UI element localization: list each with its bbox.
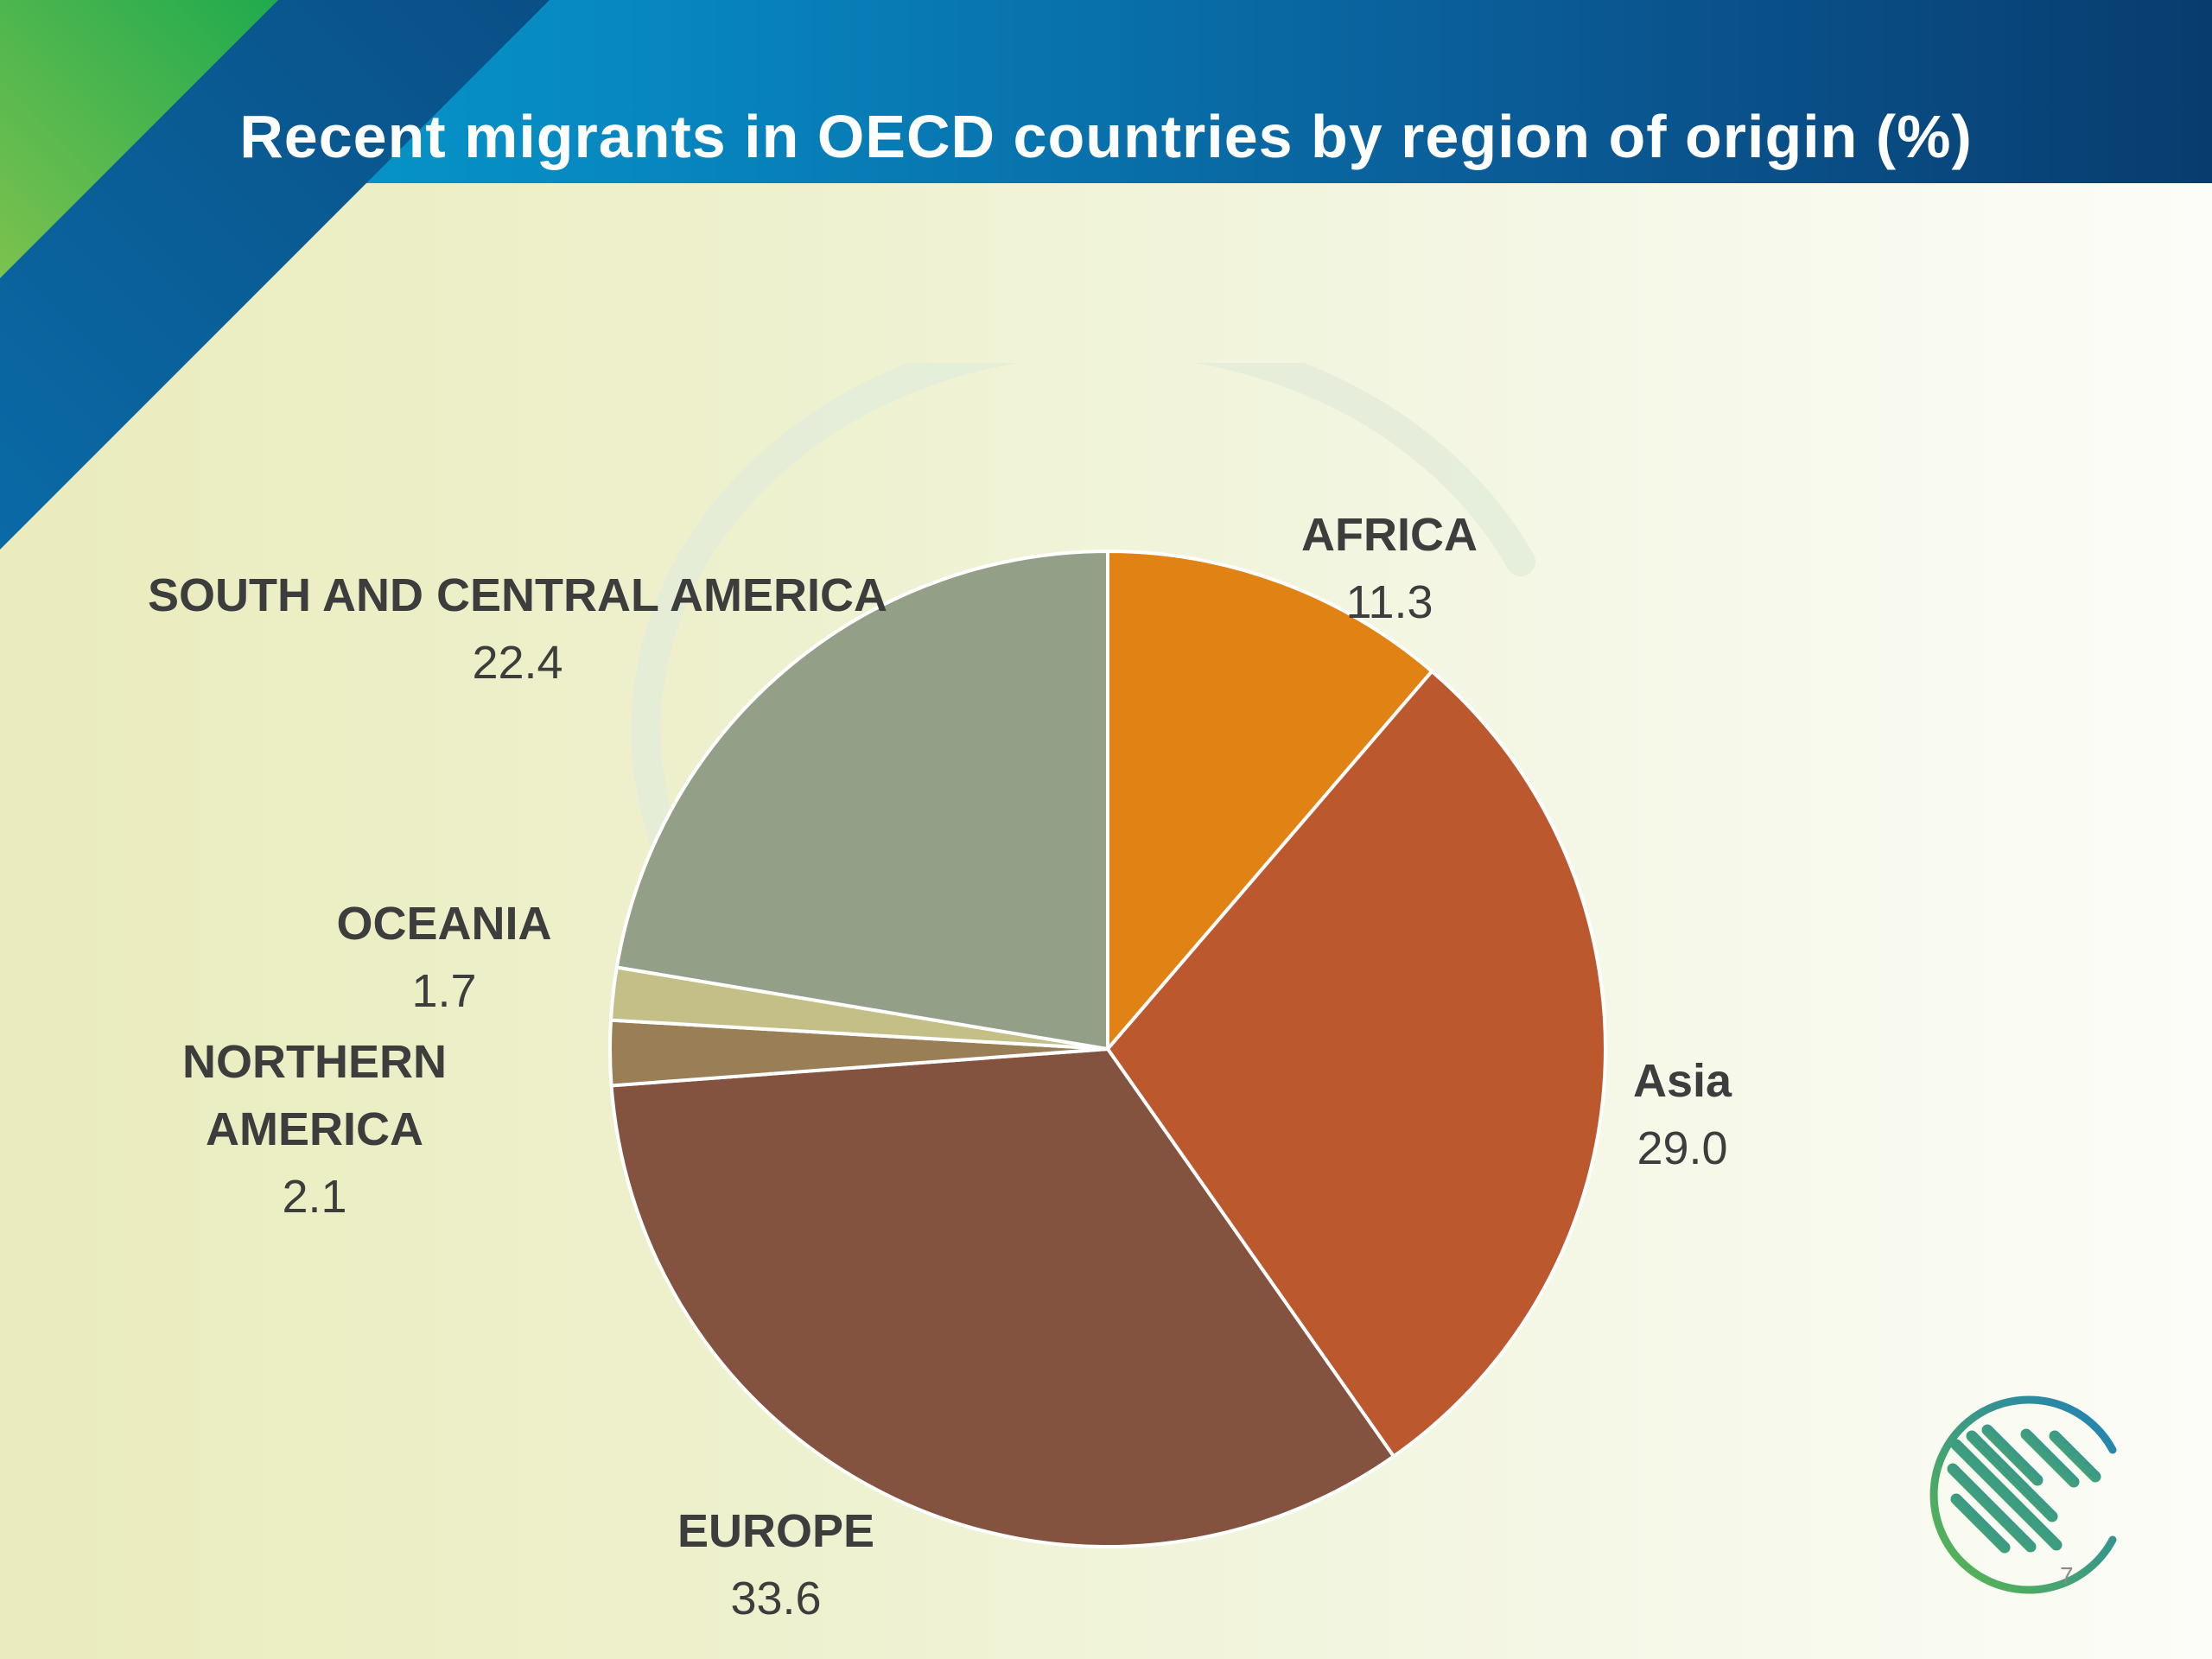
label-asia-name: Asia xyxy=(1632,1055,1732,1107)
pie-slice-asia xyxy=(1106,669,1607,1459)
label-africa: AFRICA 11.3 xyxy=(1301,501,1478,636)
background-watermark xyxy=(631,363,1535,913)
label-south-central-america: SOUTH AND CENTRAL AMERICA 22.4 xyxy=(148,562,887,696)
pie-slice-africa xyxy=(1106,550,1434,1051)
label-asia-value: 29.0 xyxy=(1637,1122,1728,1174)
label-africa-value: 11.3 xyxy=(1345,576,1433,628)
label-oceania-value: 1.7 xyxy=(411,965,477,1017)
label-south-central-america-value: 22.4 xyxy=(472,637,563,689)
label-europe: EUROPE 33.6 xyxy=(677,1497,874,1632)
label-oceania-name: OCEANIA xyxy=(336,898,552,950)
label-asia: Asia 29.0 xyxy=(1633,1047,1732,1182)
pie-slice-europe xyxy=(609,1047,1395,1548)
label-europe-name: EUROPE xyxy=(677,1505,875,1557)
corner-decoration xyxy=(0,0,550,550)
label-northern-america-value: 2.1 xyxy=(282,1171,347,1223)
label-northern-america-name-2: AMERICA xyxy=(206,1103,423,1155)
label-northern-america: NORTHERN AMERICA 2.1 xyxy=(182,1028,447,1230)
label-europe-value: 33.6 xyxy=(730,1573,822,1624)
organization-logo xyxy=(1929,1395,2117,1594)
slide-title: Recent migrants in OECD countries by reg… xyxy=(239,103,1973,170)
pie-slice-south-and-central-america xyxy=(614,550,1109,1051)
label-south-central-america-name: SOUTH AND CENTRAL AMERICA xyxy=(148,569,887,621)
label-oceania: OCEANIA 1.7 xyxy=(336,890,551,1025)
label-africa-name: AFRICA xyxy=(1301,509,1478,561)
page-number: 7 xyxy=(2060,1562,2074,1589)
label-northern-america-name-1: NORTHERN xyxy=(182,1036,447,1088)
